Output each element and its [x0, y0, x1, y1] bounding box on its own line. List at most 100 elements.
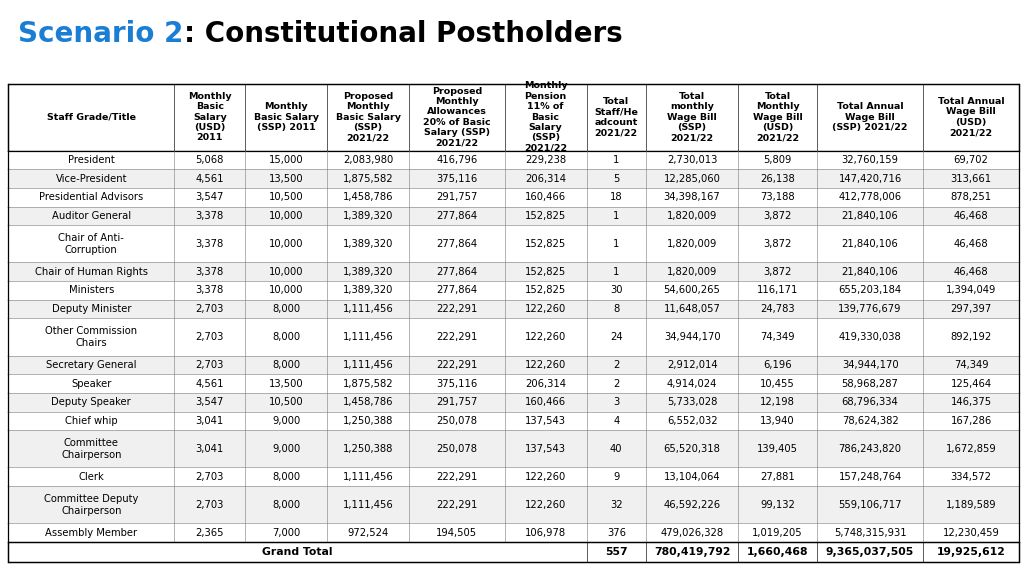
Text: 2,730,013: 2,730,013	[667, 155, 717, 165]
Text: 139,776,679: 139,776,679	[839, 304, 902, 314]
Text: 15,000: 15,000	[269, 155, 303, 165]
Text: 1,875,582: 1,875,582	[343, 378, 393, 389]
Text: 1,389,320: 1,389,320	[343, 211, 393, 221]
Text: 152,825: 152,825	[525, 211, 566, 221]
Text: 40: 40	[610, 444, 623, 454]
Text: 313,661: 313,661	[950, 173, 991, 184]
Text: Monthly
Basic Salary
(SSP) 2011: Monthly Basic Salary (SSP) 2011	[254, 102, 318, 132]
Text: 3,378: 3,378	[196, 286, 224, 295]
Text: 160,466: 160,466	[525, 192, 566, 202]
Text: Ministers: Ministers	[69, 286, 114, 295]
Text: 7,000: 7,000	[272, 528, 300, 538]
Text: 1,660,468: 1,660,468	[746, 547, 808, 557]
Text: 375,116: 375,116	[436, 173, 477, 184]
Text: 3,872: 3,872	[763, 211, 792, 221]
Text: Chair of Anti-
Corruption: Chair of Anti- Corruption	[58, 233, 124, 255]
Text: 412,778,006: 412,778,006	[839, 192, 902, 202]
Text: 5: 5	[613, 173, 620, 184]
Text: 479,026,328: 479,026,328	[660, 528, 724, 538]
Text: Presidential Advisors: Presidential Advisors	[39, 192, 143, 202]
Text: 1,389,320: 1,389,320	[343, 267, 393, 277]
Text: 8: 8	[613, 304, 620, 314]
Text: 297,397: 297,397	[950, 304, 992, 314]
Text: 58,968,287: 58,968,287	[842, 378, 898, 389]
Text: 10,455: 10,455	[760, 378, 795, 389]
Text: 9,000: 9,000	[272, 444, 300, 454]
Text: Total Annual
Wage Bill
(SSP) 2021/22: Total Annual Wage Bill (SSP) 2021/22	[833, 102, 908, 132]
Text: 1,672,859: 1,672,859	[946, 444, 996, 454]
Text: 65,520,318: 65,520,318	[664, 444, 721, 454]
Text: 157,248,764: 157,248,764	[839, 472, 902, 482]
Text: 32,760,159: 32,760,159	[842, 155, 899, 165]
Text: 10,000: 10,000	[269, 267, 303, 277]
Text: 26,138: 26,138	[760, 173, 795, 184]
Text: Vice-President: Vice-President	[55, 173, 127, 184]
Text: Assembly Member: Assembly Member	[45, 528, 137, 538]
Text: 5,809: 5,809	[763, 155, 792, 165]
Text: 8,000: 8,000	[272, 332, 300, 342]
Text: 1,820,009: 1,820,009	[667, 211, 717, 221]
Text: 160,466: 160,466	[525, 397, 566, 407]
Text: 10,000: 10,000	[269, 286, 303, 295]
Text: 99,132: 99,132	[760, 500, 795, 510]
Text: 2,365: 2,365	[196, 528, 224, 538]
Text: 250,078: 250,078	[436, 444, 477, 454]
Text: 78,624,382: 78,624,382	[842, 416, 898, 426]
Text: 3,378: 3,378	[196, 239, 224, 249]
Text: 10,000: 10,000	[269, 239, 303, 249]
Text: 206,314: 206,314	[525, 173, 566, 184]
Text: 24,783: 24,783	[760, 304, 795, 314]
Text: 8,000: 8,000	[272, 472, 300, 482]
Text: 19,925,612: 19,925,612	[937, 547, 1006, 557]
Text: 73,188: 73,188	[760, 192, 795, 202]
Text: 1: 1	[613, 267, 620, 277]
Text: 13,500: 13,500	[269, 378, 303, 389]
Text: 74,349: 74,349	[760, 332, 795, 342]
Text: 291,757: 291,757	[436, 397, 477, 407]
Text: Total
Staff/He
adcount
2021/22: Total Staff/He adcount 2021/22	[594, 97, 638, 137]
Text: 116,171: 116,171	[757, 286, 798, 295]
Text: President: President	[68, 155, 115, 165]
Text: 291,757: 291,757	[436, 192, 477, 202]
Text: 6,552,032: 6,552,032	[667, 416, 718, 426]
Text: Other Commission
Chairs: Other Commission Chairs	[45, 326, 137, 348]
Text: 152,825: 152,825	[525, 267, 566, 277]
Text: 152,825: 152,825	[525, 286, 566, 295]
Text: 1,111,456: 1,111,456	[343, 500, 393, 510]
Text: 54,600,265: 54,600,265	[664, 286, 721, 295]
Text: 5,748,315,931: 5,748,315,931	[834, 528, 906, 538]
Text: 18: 18	[610, 192, 623, 202]
Text: 222,291: 222,291	[436, 332, 477, 342]
Text: 222,291: 222,291	[436, 472, 477, 482]
Text: 222,291: 222,291	[436, 360, 477, 370]
Text: 194,505: 194,505	[436, 528, 477, 538]
Text: Deputy Speaker: Deputy Speaker	[51, 397, 131, 407]
Text: Clerk: Clerk	[79, 472, 104, 482]
Text: 167,286: 167,286	[950, 416, 992, 426]
Text: 9: 9	[613, 472, 620, 482]
Text: 74,349: 74,349	[953, 360, 988, 370]
Text: 9,000: 9,000	[272, 416, 300, 426]
Text: 32: 32	[610, 500, 623, 510]
Text: 10,000: 10,000	[269, 211, 303, 221]
Text: 1,389,320: 1,389,320	[343, 286, 393, 295]
Text: 1,111,456: 1,111,456	[343, 360, 393, 370]
Text: Speaker: Speaker	[71, 378, 112, 389]
Text: 419,330,038: 419,330,038	[839, 332, 901, 342]
Text: 1,111,456: 1,111,456	[343, 472, 393, 482]
Text: 4,561: 4,561	[196, 378, 224, 389]
Text: 34,944,170: 34,944,170	[842, 360, 898, 370]
Text: Total
monthly
Wage Bill
(SSP)
2021/22: Total monthly Wage Bill (SSP) 2021/22	[668, 92, 717, 142]
Text: 46,468: 46,468	[953, 267, 988, 277]
Text: 8,000: 8,000	[272, 500, 300, 510]
Text: 34,398,167: 34,398,167	[664, 192, 721, 202]
Text: 416,796: 416,796	[436, 155, 477, 165]
Text: 122,260: 122,260	[525, 304, 566, 314]
Text: 2,703: 2,703	[196, 360, 224, 370]
Text: 1,111,456: 1,111,456	[343, 304, 393, 314]
Text: 1: 1	[613, 239, 620, 249]
Text: 972,524: 972,524	[347, 528, 389, 538]
Text: Auditor General: Auditor General	[52, 211, 131, 221]
Text: 1,019,205: 1,019,205	[752, 528, 803, 538]
Text: 146,375: 146,375	[950, 397, 991, 407]
